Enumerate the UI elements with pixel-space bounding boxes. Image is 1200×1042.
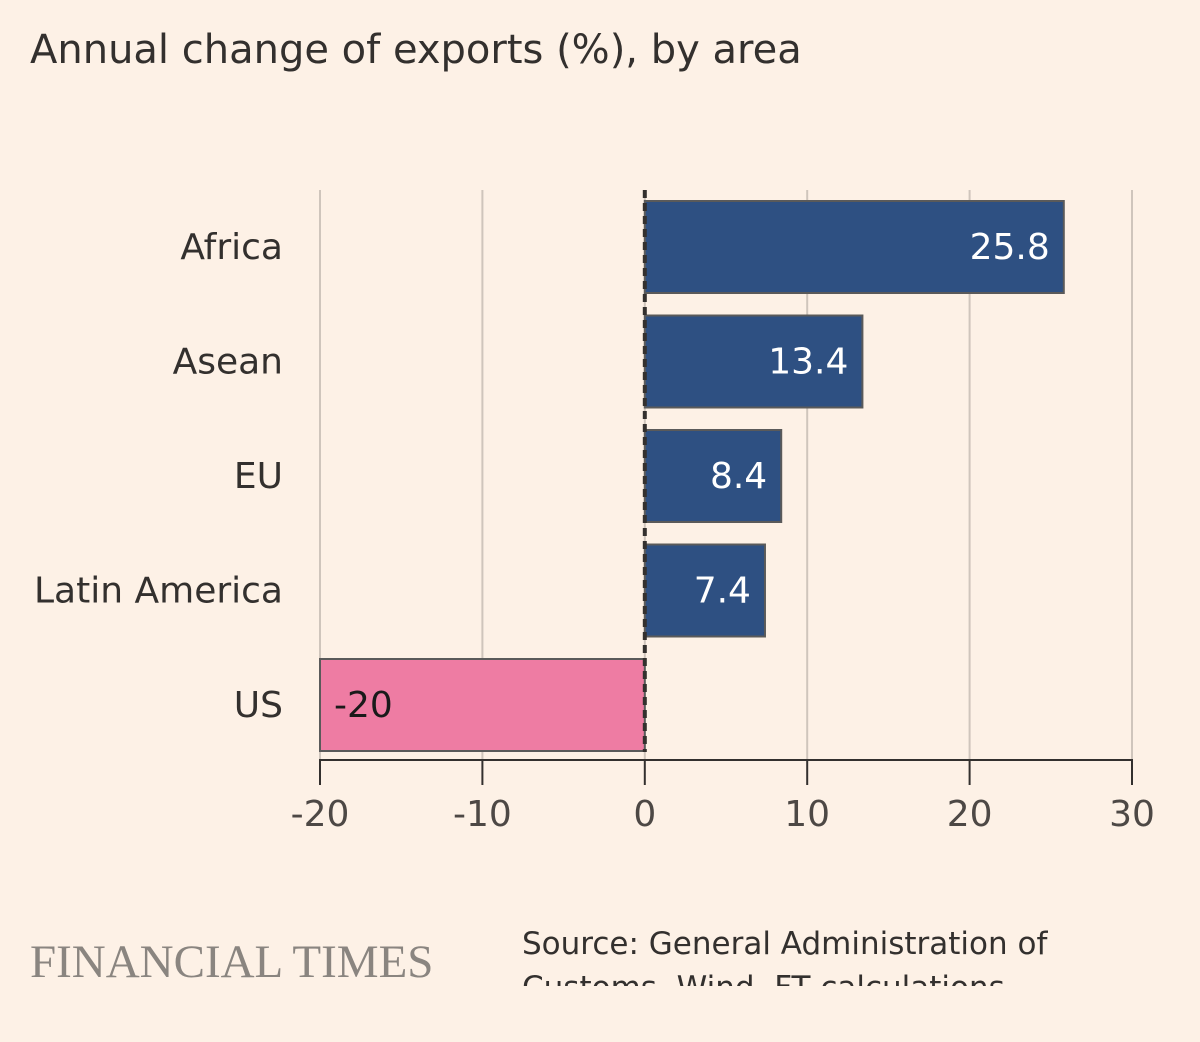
bar xyxy=(319,658,646,752)
x-tick-label: 10 xyxy=(784,794,830,835)
y-tick-label: Asean xyxy=(173,342,283,383)
value-label: 13.4 xyxy=(768,342,848,383)
y-tick-label: Latin America xyxy=(34,571,283,612)
x-tick-label: 20 xyxy=(947,794,993,835)
y-tick-label: US xyxy=(234,685,283,726)
x-tick-label: 30 xyxy=(1109,794,1155,835)
value-label: 8.4 xyxy=(710,456,767,497)
x-tick-label: -10 xyxy=(453,794,512,835)
x-tick-label: 0 xyxy=(633,794,656,835)
bar xyxy=(643,200,1065,294)
bar xyxy=(643,314,864,409)
chart-title: Annual change of exports (%), by area xyxy=(30,27,802,73)
bar xyxy=(643,543,766,638)
y-tick-label: EU xyxy=(234,456,283,497)
value-label: -20 xyxy=(334,685,393,726)
value-label: 25.8 xyxy=(970,227,1050,268)
source: Source: General Administration of Custom… xyxy=(522,926,1048,986)
x-tick-label: -20 xyxy=(291,794,350,835)
value-label: 7.4 xyxy=(694,571,751,612)
brand: FINANCIAL TIMES xyxy=(30,936,434,988)
y-tick-label: Africa xyxy=(180,227,283,268)
